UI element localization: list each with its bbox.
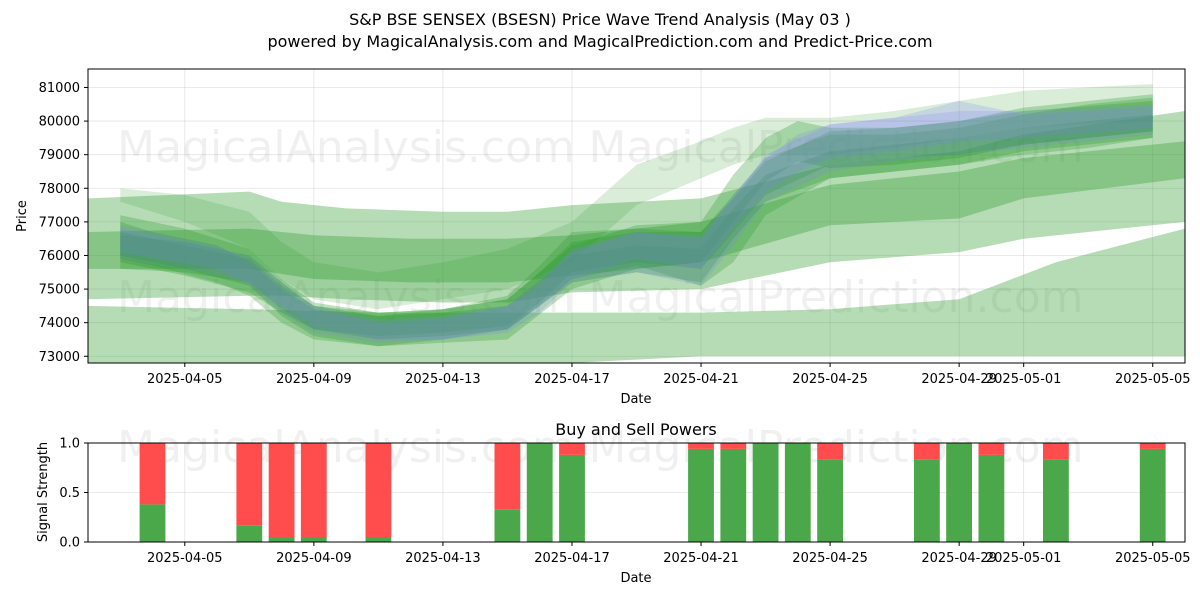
price-xtick-label: 2025-04-21 (663, 372, 739, 387)
price-xlabel: Date (620, 392, 651, 407)
green-wave-band (120, 84, 1153, 310)
chart-title: S&P BSE SENSEX (BSESN) Price Wave Trend … (349, 10, 851, 29)
green-wave-band (88, 111, 1185, 303)
signal-xtick-label: 2025-04-09 (276, 551, 352, 566)
chart-subtitle: powered by MagicalAnalysis.com and Magic… (267, 32, 932, 51)
buy-bar (914, 459, 940, 542)
signal-xtick-label: 2025-05-01 (986, 551, 1062, 566)
signal-xtick-label: 2025-04-05 (147, 551, 223, 566)
buy-bar (1139, 448, 1166, 542)
signal-bars (139, 443, 1166, 542)
price-xtick-label: 2025-04-17 (534, 372, 610, 387)
price-ytick-label: 75000 (39, 283, 80, 298)
sell-bar (817, 443, 843, 460)
sell-bar (139, 443, 166, 505)
sell-bar (978, 443, 1005, 455)
green-wave-band (120, 94, 1153, 347)
price-grid (88, 69, 1185, 363)
wave-bands (88, 84, 1185, 363)
price-ytick-label: 81000 (39, 81, 80, 96)
price-chart: MagicalAnalysis.com MagicalPrediction.co… (15, 68, 1191, 407)
signal-xtick-label: 2025-05-05 (1115, 551, 1191, 566)
buy-bar (559, 454, 585, 542)
price-ytick-label: 80000 (39, 115, 80, 130)
signal-xtick-label: 2025-04-17 (534, 551, 610, 566)
watermark-prediction: MagicalPrediction.com (589, 122, 1084, 173)
price-ytick-label: 79000 (39, 148, 80, 163)
signal-xtick-label: 2025-04-29 (921, 551, 997, 566)
buy-bar (1043, 459, 1069, 542)
price-xtick-label: 2025-04-25 (792, 372, 868, 387)
sell-bar (300, 443, 327, 537)
green-wave-band (88, 141, 1185, 283)
price-ticks: 2025-04-05 2025-04-09 2025-04-13 2025-04-17… (39, 81, 1191, 387)
price-ytick-label: 74000 (39, 316, 80, 331)
buy-bar (365, 537, 392, 542)
signal-ytick-label: 0.0 (59, 536, 80, 551)
sell-bar (1139, 443, 1166, 449)
buy-bar (236, 525, 263, 542)
buy-bar (720, 448, 747, 542)
buy-bar (817, 459, 843, 542)
sell-bar (268, 443, 295, 537)
price-ytick-label: 77000 (39, 215, 80, 230)
sell-bar (720, 443, 747, 449)
price-xtick-label: 2025-04-13 (405, 372, 481, 387)
signal-ticks: 2025-04-05 2025-04-09 2025-04-13 2025-04-17… (59, 437, 1190, 567)
signal-xtick-label: 2025-04-21 (663, 551, 739, 566)
buy-bar (139, 504, 166, 542)
signal-xlabel: Date (620, 571, 651, 586)
signal-ytick-label: 1.0 (59, 437, 80, 452)
price-axes-frame (87, 68, 1186, 364)
price-xtick-label: 2025-04-09 (276, 372, 352, 387)
sell-bar (236, 443, 263, 526)
buy-bar (752, 443, 779, 542)
signal-ytick-label: 0.5 (59, 486, 80, 501)
signal-xtick-label: 2025-04-13 (405, 551, 481, 566)
price-xtick-label: 2025-04-05 (147, 372, 223, 387)
signal-title: Buy and Sell Powers (555, 420, 717, 439)
price-xtick-label: 2025-05-01 (986, 372, 1062, 387)
buy-bar (526, 443, 553, 542)
signal-xtick-label: 2025-04-25 (792, 551, 868, 566)
buy-bar (268, 537, 295, 542)
sell-bar (1043, 443, 1069, 460)
green-wave-band (120, 114, 1153, 340)
price-xtick-label: 2025-05-05 (1115, 372, 1191, 387)
green-wave-band (120, 97, 1153, 347)
green-wave-band (120, 100, 1153, 337)
price-ytick-label: 76000 (39, 249, 80, 264)
price-ytick-label: 78000 (39, 182, 80, 197)
price-ylabel: Price (15, 200, 30, 232)
signal-chart: Buy and Sell Powers MagicalAnalysis.com … (36, 420, 1191, 586)
watermark-analysis: MagicalAnalysis.com (117, 272, 575, 323)
watermark-prediction: MagicalPrediction.com (589, 272, 1084, 323)
buy-bar (784, 443, 811, 542)
sell-bar (365, 443, 392, 537)
buy-bar (494, 509, 521, 542)
blue-wave-band (120, 104, 1153, 340)
watermarks-top: MagicalAnalysis.com MagicalPrediction.co… (117, 122, 1083, 323)
price-ytick-label: 73000 (39, 350, 80, 365)
buy-bar (946, 443, 972, 542)
buy-bar (978, 454, 1005, 542)
price-xtick-label: 2025-04-29 (921, 372, 997, 387)
signal-ylabel: Signal Strength (36, 442, 51, 542)
blue-wave-band (120, 100, 1153, 343)
sell-bar (914, 443, 940, 460)
sell-bar (494, 443, 521, 510)
sell-bar (559, 443, 585, 455)
sell-bar (688, 443, 714, 449)
watermark-analysis: MagicalAnalysis.com (117, 122, 575, 173)
buy-bar (300, 537, 327, 542)
green-wave-band (88, 228, 1185, 363)
buy-bar (688, 448, 714, 542)
